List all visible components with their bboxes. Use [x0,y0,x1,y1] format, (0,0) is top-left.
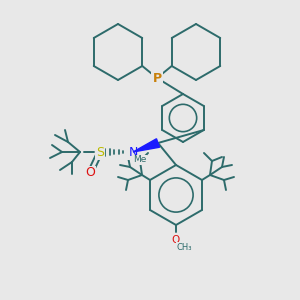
Text: S: S [96,146,104,158]
Polygon shape [133,139,160,152]
Text: CH₃: CH₃ [176,242,192,251]
Text: P: P [152,71,162,85]
Text: Me: Me [133,155,147,164]
Text: O: O [85,167,95,179]
Text: N: N [128,146,138,158]
Text: O: O [172,235,180,245]
